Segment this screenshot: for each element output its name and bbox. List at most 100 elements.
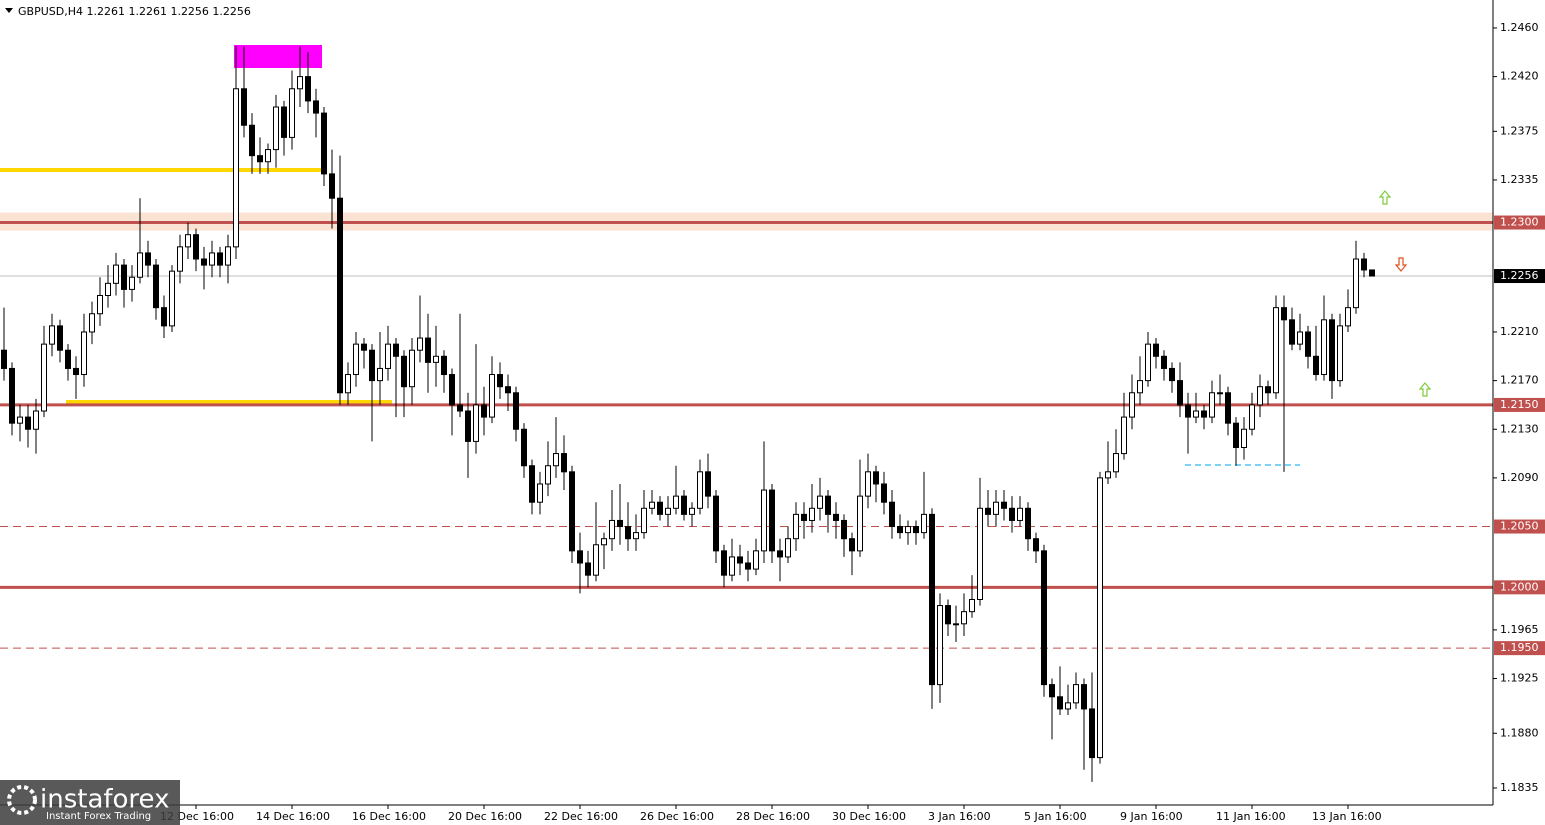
candle-body xyxy=(729,556,735,576)
level-tag xyxy=(1494,215,1545,230)
x-tick-label: 22 Dec 16:00 xyxy=(544,810,618,823)
candle-body xyxy=(625,526,631,540)
level-tag xyxy=(1494,641,1545,656)
candle-body xyxy=(1305,331,1311,357)
y-tick-label: 1.2210 xyxy=(1500,325,1539,338)
candle-body xyxy=(353,343,359,376)
candle-body xyxy=(665,507,671,515)
candle-body xyxy=(481,404,487,418)
x-tick-label: 26 Dec 16:00 xyxy=(640,810,714,823)
candle-body xyxy=(1225,392,1231,424)
level-label: 1.1950 xyxy=(1500,641,1539,654)
logo-icon xyxy=(7,785,37,815)
candle-body xyxy=(561,453,567,473)
candle-body xyxy=(1321,319,1327,376)
candle-body xyxy=(737,556,743,564)
candle-body xyxy=(505,386,511,394)
candle-body xyxy=(409,349,415,388)
candle-body xyxy=(865,471,871,497)
candle-body xyxy=(313,100,319,114)
candle-body xyxy=(745,562,751,570)
candle-body xyxy=(249,124,255,157)
candle-body xyxy=(1257,386,1263,406)
price-axis xyxy=(1493,0,1545,825)
y-tick-label: 1.2375 xyxy=(1500,124,1539,137)
candle-body xyxy=(457,404,463,412)
zone-box xyxy=(234,45,322,68)
y-tick-label: 1.1835 xyxy=(1500,781,1539,794)
candle-body xyxy=(209,252,215,266)
candle-body xyxy=(801,513,807,521)
candle-body xyxy=(569,471,575,552)
candle-body xyxy=(97,294,103,315)
y-tick-label: 1.2090 xyxy=(1500,471,1539,484)
candle-body xyxy=(257,155,263,163)
level-tag xyxy=(1494,580,1545,595)
candle-body xyxy=(441,355,447,376)
candle-body xyxy=(1121,416,1127,455)
candle-body xyxy=(1113,453,1119,473)
candle-body xyxy=(721,550,727,576)
candle-body xyxy=(681,495,687,515)
candle-body xyxy=(9,367,15,424)
candle-body xyxy=(577,550,583,564)
logo-tagline: Instant Forex Trading xyxy=(46,811,151,822)
candle-body xyxy=(465,410,471,442)
candle-body xyxy=(1017,507,1023,521)
candle-body xyxy=(913,526,919,534)
candle-body xyxy=(969,598,975,613)
candle-body xyxy=(417,337,423,351)
candle-body xyxy=(1129,392,1135,418)
candle-body xyxy=(881,483,887,503)
candle-body xyxy=(593,544,599,576)
candle-body xyxy=(1233,422,1239,448)
level-label: 1.2150 xyxy=(1500,398,1539,411)
candle-body xyxy=(489,374,495,418)
candle-body xyxy=(1265,386,1271,394)
level-tag xyxy=(1494,397,1545,412)
level-label: 1.2050 xyxy=(1500,520,1539,533)
candle-body xyxy=(1241,428,1247,448)
chart-title: GBPUSD,H4 1.2261 1.2261 1.2256 1.2256 xyxy=(18,5,251,18)
candle-body xyxy=(105,282,111,296)
candle-body xyxy=(841,519,847,540)
candle-body xyxy=(1169,367,1175,382)
candle-body xyxy=(777,550,783,558)
y-tick-label: 1.1880 xyxy=(1500,726,1539,739)
logo-bg xyxy=(0,780,180,825)
candle-body xyxy=(1057,696,1063,710)
logo-name: instaforex xyxy=(40,785,169,815)
candle-body xyxy=(689,507,695,515)
x-tick-label: 16 Dec 16:00 xyxy=(352,810,426,823)
candle-body xyxy=(393,343,399,357)
candle-body xyxy=(1281,307,1287,321)
candle-body xyxy=(1313,355,1319,376)
y-tick-label: 1.2335 xyxy=(1500,173,1539,186)
candle-body xyxy=(617,519,623,528)
candle-body xyxy=(385,343,391,369)
candle-body xyxy=(761,489,767,552)
candle-body xyxy=(769,489,775,552)
candle-body xyxy=(81,331,87,376)
candle-body xyxy=(1,349,7,369)
candle-body xyxy=(953,623,959,626)
y-tick-label: 1.2170 xyxy=(1500,374,1539,387)
x-tick-label: 28 Dec 16:00 xyxy=(736,810,810,823)
candle-body xyxy=(25,416,31,430)
candle-body xyxy=(817,495,823,509)
candle-body xyxy=(537,483,543,503)
candle-body xyxy=(857,495,863,552)
candle-body xyxy=(993,501,999,515)
candle-body xyxy=(1185,404,1191,418)
candle-body xyxy=(673,495,679,509)
candle-body xyxy=(897,526,903,534)
candle-body xyxy=(17,416,23,424)
x-tick-label: 11 Jan 16:00 xyxy=(1216,810,1286,823)
candle-body xyxy=(945,605,951,625)
collapse-icon xyxy=(5,8,13,13)
candle-body xyxy=(753,550,759,570)
x-tick-label: 9 Jan 16:00 xyxy=(1120,810,1183,823)
candle-body xyxy=(497,374,503,388)
candle-body xyxy=(201,258,207,266)
